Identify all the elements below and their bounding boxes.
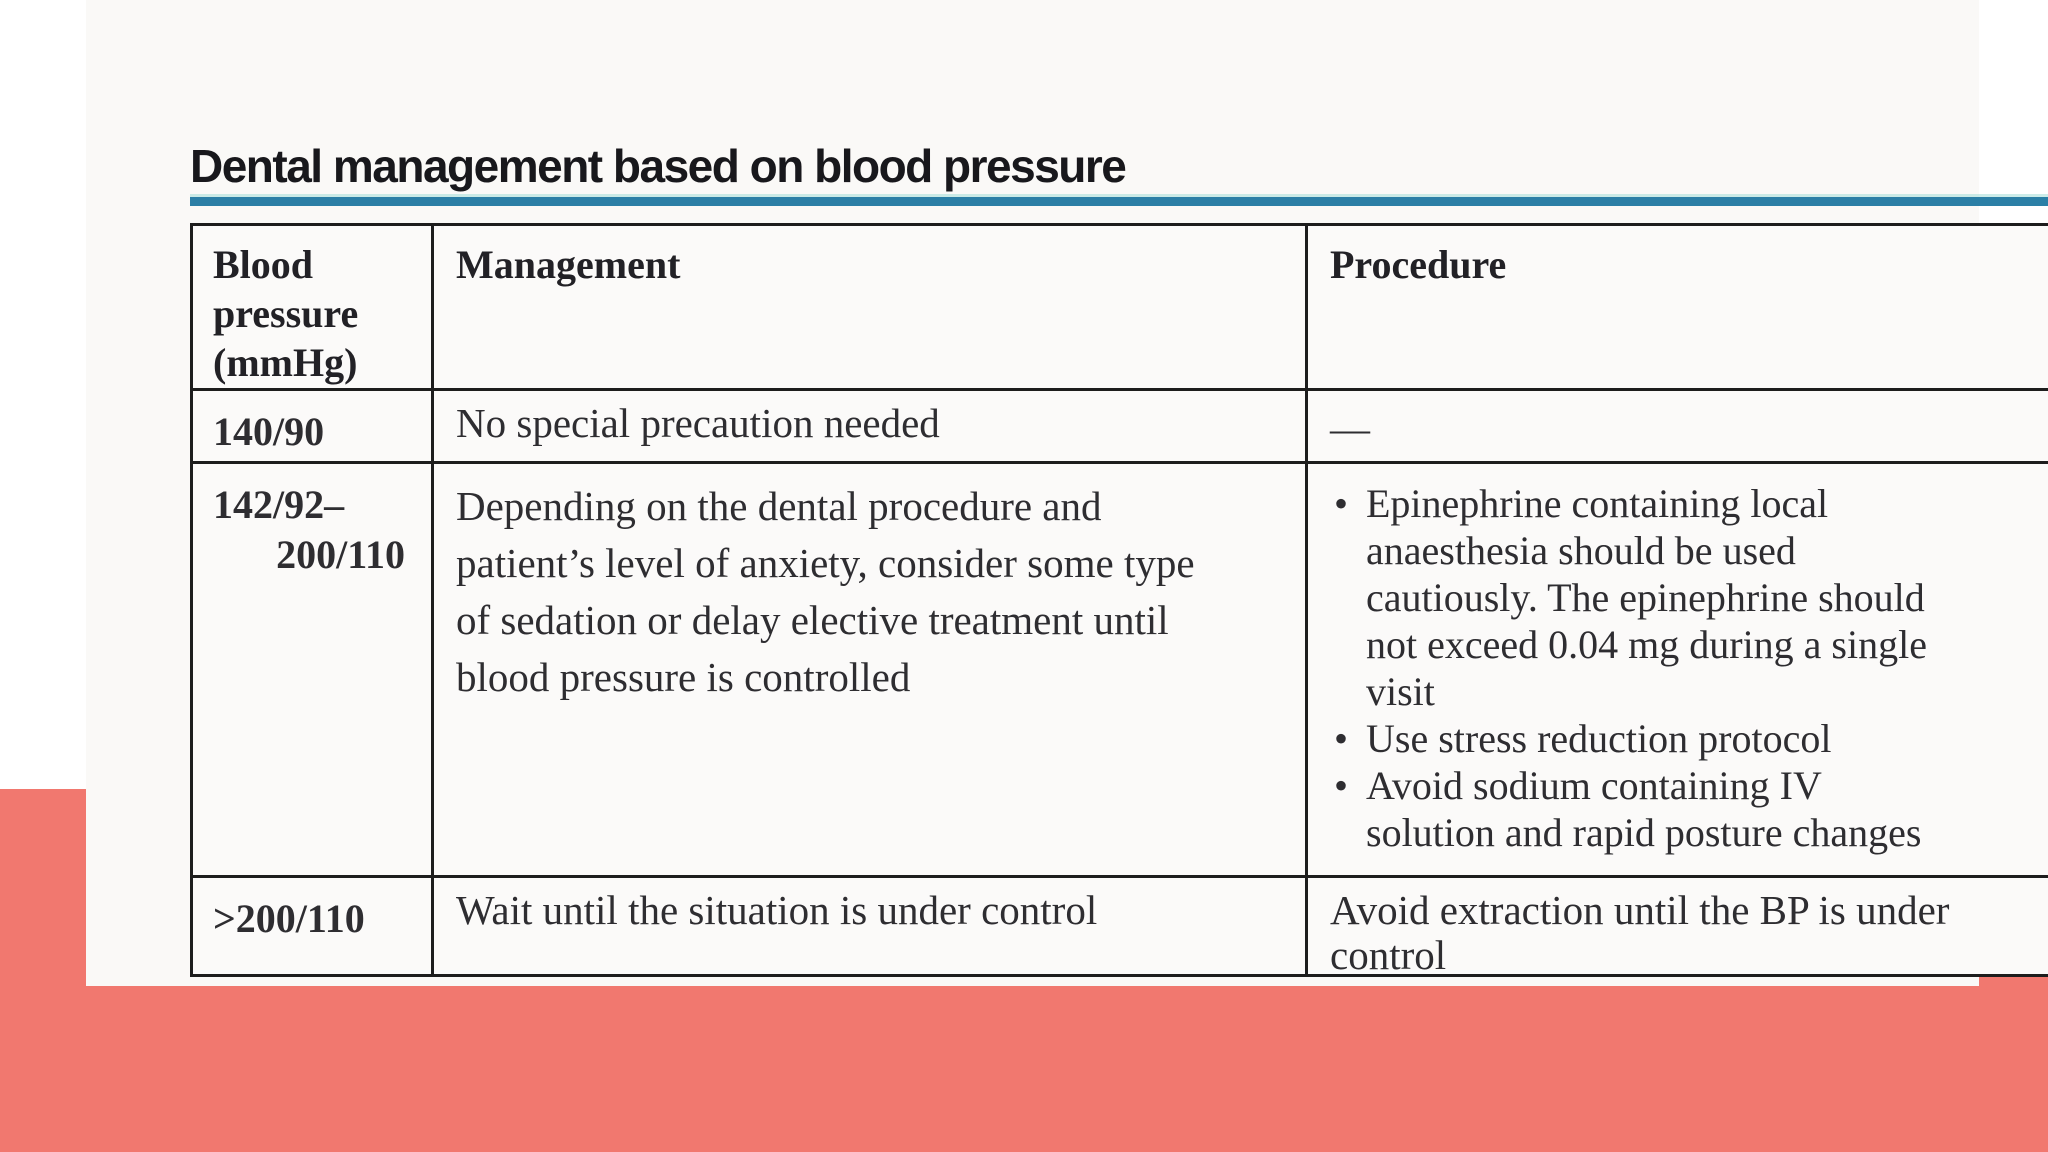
procedure-line: control — [1330, 932, 1447, 975]
bp-range-end: 200/110 — [276, 532, 405, 577]
title-underline-rule — [190, 197, 2048, 206]
bullet-line: Avoid sodium containing IV — [1366, 763, 1822, 808]
management-line: blood pressure is controlled — [456, 654, 911, 700]
bp-management-table: Blood pressure (mmHg) Management Procedu… — [190, 223, 2048, 977]
procedure-bullet-list: Epinephrine containing local anaesthesia… — [1330, 480, 2044, 856]
management-line: Depending on the dental procedure and — [456, 483, 1102, 529]
page-title: Dental management based on blood pressur… — [190, 140, 1127, 192]
header-cell-procedure: Procedure — [1308, 226, 2048, 391]
header-cell-blood-pressure: Blood pressure (mmHg) — [193, 226, 434, 391]
management-line: patient’s level of anxiety, consider som… — [456, 540, 1195, 586]
bullet-line: visit — [1366, 669, 1435, 714]
cell-management-gt-200-110: Wait until the situation is under contro… — [434, 878, 1308, 974]
bp-range-start: 142/92– — [213, 482, 345, 527]
cell-procedure-140-90: — — [1308, 391, 2048, 464]
bullet-line: Epinephrine containing local — [1366, 481, 1829, 526]
cell-bp-gt-200-110: >200/110 — [193, 878, 434, 974]
bullet-line: cautiously. The epinephrine should — [1366, 575, 1925, 620]
procedure-line: Avoid extraction until the BP is under — [1330, 887, 1950, 933]
bullet-line: anaesthesia should be used — [1366, 528, 1796, 573]
cell-procedure-gt-200-110: Avoid extraction until the BP is under c… — [1308, 878, 2048, 975]
bullet-line: not exceed 0.04 mg during a single — [1366, 622, 1927, 667]
bullet-line: Use stress reduction protocol — [1366, 716, 1832, 761]
scanned-page: Dental management based on blood pressur… — [86, 0, 2048, 986]
bullet-line: solution and rapid posture changes — [1366, 810, 1922, 855]
cell-management-140-90: No special precaution needed — [434, 391, 1308, 464]
bullet-item-sodium-iv: Avoid sodium containing IV solution and … — [1330, 762, 2044, 856]
cell-management-142-92-200-110: Depending on the dental procedure and pa… — [434, 464, 1308, 878]
management-line: of sedation or delay elective treatment … — [456, 597, 1169, 643]
cell-bp-142-92-200-110: 142/92– 200/110 — [193, 464, 434, 878]
cell-bp-140-90: 140/90 — [193, 391, 434, 464]
header-cell-management: Management — [434, 226, 1308, 391]
cell-procedure-142-92-200-110: Epinephrine containing local anaesthesia… — [1308, 464, 2048, 878]
bullet-item-epinephrine: Epinephrine containing local anaesthesia… — [1330, 480, 2044, 715]
bullet-item-stress-protocol: Use stress reduction protocol — [1330, 715, 2044, 762]
